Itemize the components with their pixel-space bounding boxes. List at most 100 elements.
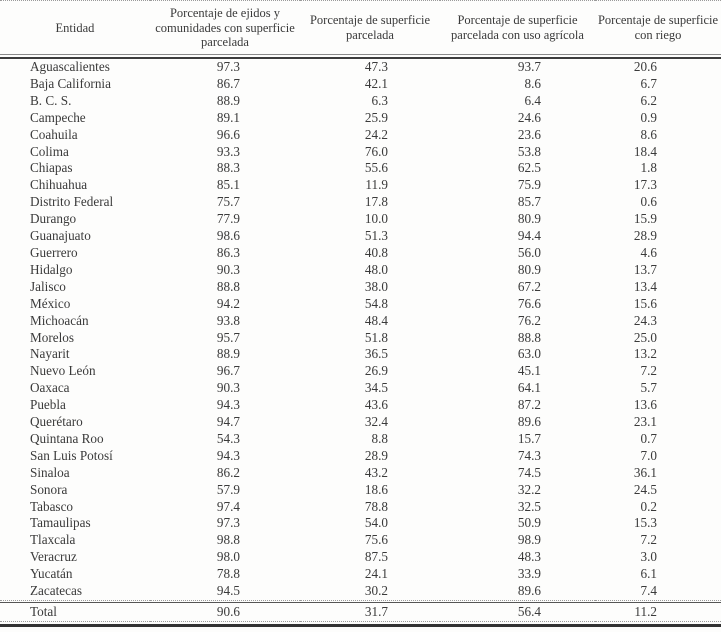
total-label: Total xyxy=(30,604,57,619)
value-cell: 20.6 xyxy=(633,59,657,74)
value-cell: 8.6 xyxy=(640,126,657,142)
value-cell: 94.2 xyxy=(216,295,240,311)
table-row: San Luis Potosí 94.3 28.9 74.3 7.0 xyxy=(0,448,721,465)
value-cell: 54.8 xyxy=(364,295,388,311)
value-cell: 15.9 xyxy=(633,211,657,227)
value-cell: 98.9 xyxy=(517,532,541,548)
value-cell: 86.3 xyxy=(216,244,240,260)
entity-cell: Baja California xyxy=(30,75,111,91)
entity-cell: Durango xyxy=(30,211,77,227)
value-cell: 25.9 xyxy=(364,109,388,125)
value-cell: 32.5 xyxy=(517,498,541,514)
entity-cell: Tlaxcala xyxy=(30,532,76,548)
value-cell: 0.7 xyxy=(640,430,657,446)
value-cell: 36.5 xyxy=(364,346,388,362)
value-cell: 18.4 xyxy=(633,143,657,159)
entity-cell: Yucatán xyxy=(30,566,73,582)
value-cell: 97.3 xyxy=(216,515,240,531)
entity-cell: Aguascalientes xyxy=(30,59,110,74)
value-cell: 43.6 xyxy=(364,397,388,413)
table-row: Yucatán 78.8 24.1 33.9 6.1 xyxy=(0,566,721,583)
entity-cell: Michoacán xyxy=(30,312,89,328)
table-row: Tlaxcala 98.8 75.6 98.9 7.2 xyxy=(0,532,721,549)
value-cell: 87.5 xyxy=(364,549,388,565)
entity-cell: México xyxy=(30,295,71,311)
value-cell: 76.2 xyxy=(517,312,541,328)
value-cell: 74.3 xyxy=(517,447,541,463)
header-row: Entidad Porcentaje de ejidos y comunidad… xyxy=(0,1,721,55)
value-cell: 53.8 xyxy=(517,143,541,159)
value-cell: 51.3 xyxy=(364,228,388,244)
value-cell: 4.6 xyxy=(640,244,657,260)
value-cell: 93.8 xyxy=(216,312,240,328)
value-cell: 80.9 xyxy=(517,261,541,277)
table-row: Tamaulipas 97.3 54.0 50.9 15.3 xyxy=(0,515,721,532)
value-cell: 17.3 xyxy=(633,177,657,193)
value-cell: 88.8 xyxy=(517,329,541,345)
value-cell: 32.4 xyxy=(364,414,388,430)
value-cell: 0.9 xyxy=(640,109,657,125)
entity-cell: Coahuila xyxy=(30,126,78,142)
value-cell: 45.1 xyxy=(517,363,541,379)
value-cell: 76.6 xyxy=(517,295,541,311)
entity-cell: Zacatecas xyxy=(30,583,82,599)
value-cell: 24.3 xyxy=(633,312,657,328)
value-cell: 56.0 xyxy=(517,244,541,260)
value-cell: 75.7 xyxy=(216,194,240,210)
table-row: México 94.2 54.8 76.6 15.6 xyxy=(0,296,721,313)
value-cell: 33.9 xyxy=(517,566,541,582)
value-cell: 24.2 xyxy=(364,126,388,142)
value-cell: 18.6 xyxy=(364,481,388,497)
value-cell: 30.2 xyxy=(364,583,388,599)
total-row: Total 90.6 31.7 56.4 11.2 xyxy=(0,603,721,622)
value-cell: 90.3 xyxy=(216,380,240,396)
table-row: Puebla 94.3 43.6 87.2 13.6 xyxy=(0,397,721,414)
table-row: Coahuila 96.6 24.2 23.6 8.6 xyxy=(0,127,721,144)
value-cell: 8.8 xyxy=(371,430,388,446)
table-row: B. C. S. 88.9 6.3 6.4 6.2 xyxy=(0,93,721,110)
entity-cell: Quintana Roo xyxy=(30,430,104,446)
value-cell: 50.9 xyxy=(517,515,541,531)
entity-cell: Jalisco xyxy=(30,278,66,294)
table-row: Colima 93.3 76.0 53.8 18.4 xyxy=(0,144,721,161)
value-cell: 64.1 xyxy=(517,380,541,396)
value-cell: 15.7 xyxy=(517,430,541,446)
value-cell: 93.3 xyxy=(216,143,240,159)
value-cell: 5.7 xyxy=(640,380,657,396)
value-cell: 25.0 xyxy=(633,329,657,345)
value-cell: 1.8 xyxy=(640,160,657,176)
entity-cell: Campeche xyxy=(30,109,86,125)
value-cell: 24.1 xyxy=(364,566,388,582)
entity-cell: Puebla xyxy=(30,397,66,413)
value-cell: 98.0 xyxy=(216,549,240,565)
table-row: Guanajuato 98.6 51.3 94.4 28.9 xyxy=(0,228,721,245)
value-cell: 90.3 xyxy=(216,261,240,277)
entity-cell: Guerrero xyxy=(30,244,78,260)
table-row: Tabasco 97.4 78.8 32.5 0.2 xyxy=(0,499,721,516)
value-cell: 54.3 xyxy=(216,430,240,446)
total-value-cell: 11.2 xyxy=(634,604,657,619)
value-cell: 24.5 xyxy=(633,481,657,497)
value-cell: 13.4 xyxy=(633,278,657,294)
value-cell: 15.3 xyxy=(633,515,657,531)
entity-cell: Veracruz xyxy=(30,549,77,565)
value-cell: 6.3 xyxy=(371,92,388,108)
column-header-uso-agricola: Porcentaje de superficie parcelada con u… xyxy=(451,13,584,42)
table-row: Nayarit 88.9 36.5 63.0 13.2 xyxy=(0,346,721,363)
value-cell: 75.9 xyxy=(517,177,541,193)
value-cell: 94.7 xyxy=(216,414,240,430)
value-cell: 23.1 xyxy=(633,414,657,430)
value-cell: 24.6 xyxy=(517,109,541,125)
value-cell: 88.9 xyxy=(216,346,240,362)
bottom-rule xyxy=(0,621,721,627)
column-header-ejidos-parcelada: Porcentaje de ejidos y comunidades con s… xyxy=(155,5,295,50)
value-cell: 93.7 xyxy=(517,59,541,74)
total-value-cell: 90.6 xyxy=(216,604,240,619)
value-cell: 63.0 xyxy=(517,346,541,362)
entity-cell: Nayarit xyxy=(30,346,70,362)
entity-cell: Hidalgo xyxy=(30,261,73,277)
value-cell: 62.5 xyxy=(517,160,541,176)
value-cell: 94.3 xyxy=(216,397,240,413)
entity-cell: Tabasco xyxy=(30,498,74,514)
